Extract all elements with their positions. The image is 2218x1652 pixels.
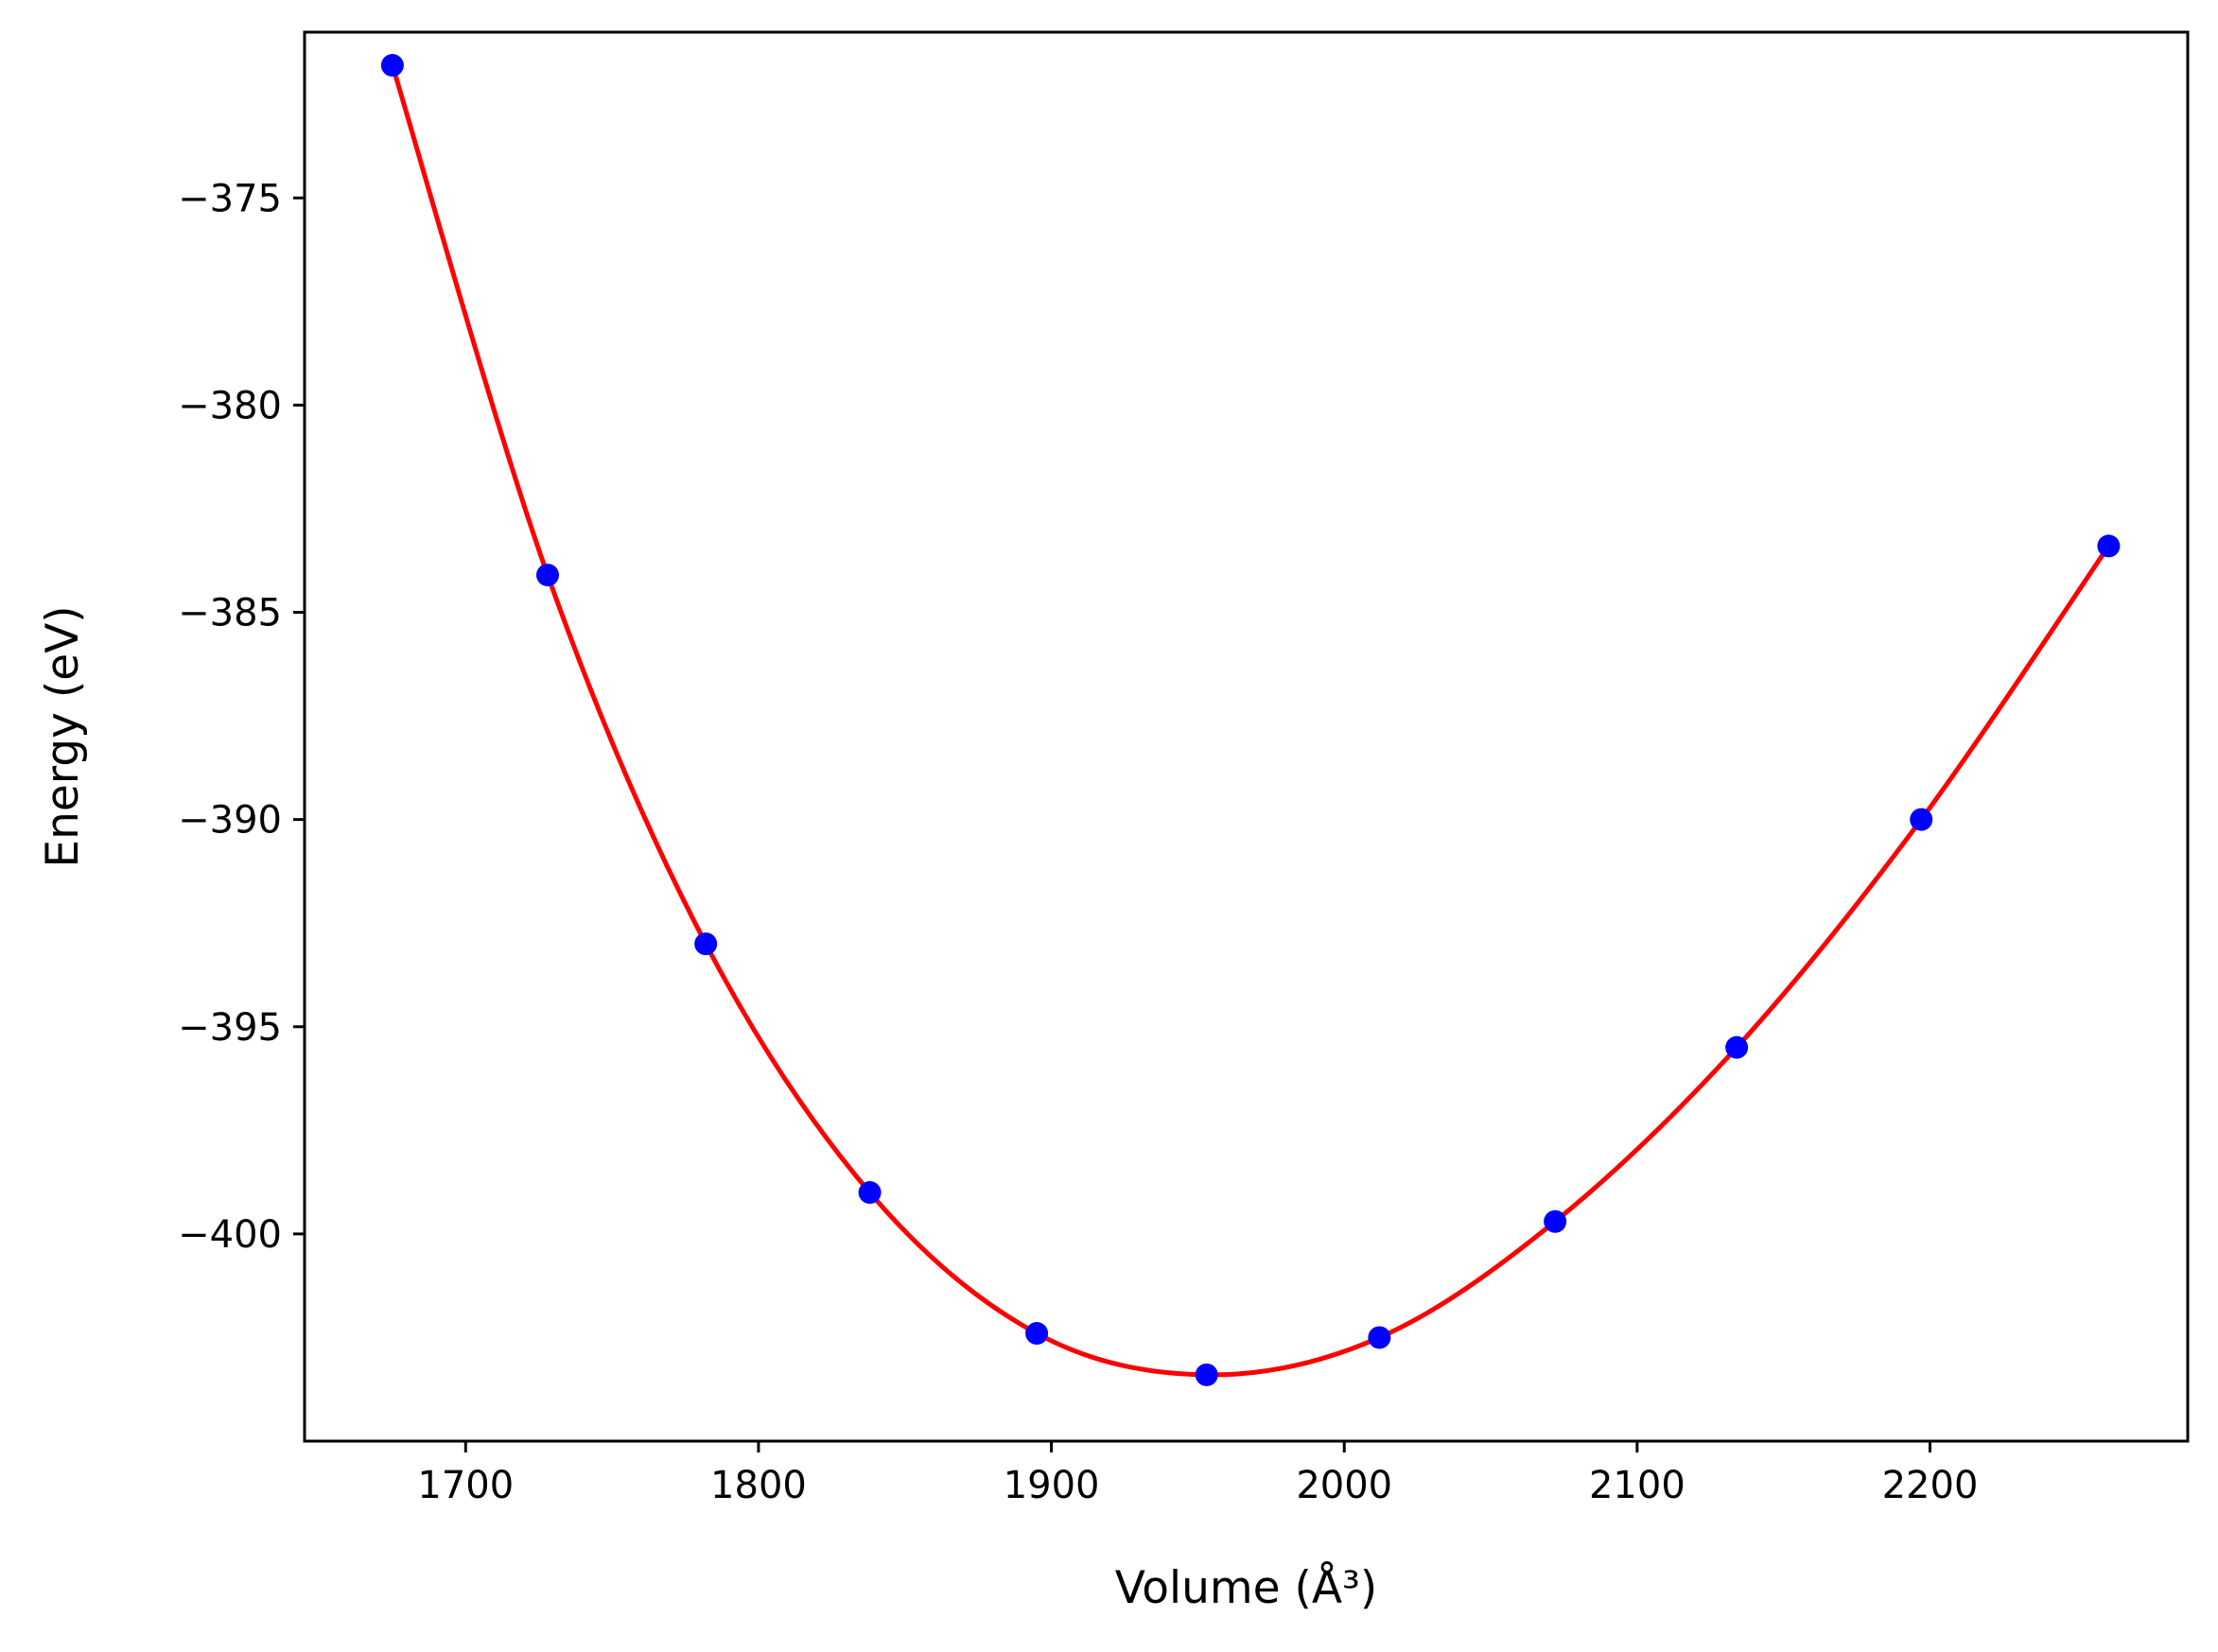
data-point (536, 564, 560, 587)
data-point (1910, 808, 1933, 831)
y-tick-label: −390 (178, 799, 282, 843)
data-point (1725, 1035, 1749, 1059)
y-tick-label: −385 (178, 592, 282, 635)
data-point (1025, 1322, 1049, 1346)
y-tick-label: −375 (178, 177, 282, 220)
y-tick-label: −395 (178, 1006, 282, 1050)
data-point (858, 1181, 882, 1205)
x-tick-label: 1800 (710, 1464, 807, 1507)
axes-frame (303, 30, 2190, 1443)
y-axis-label: Energy (eV) (37, 605, 89, 867)
fit-curve (390, 64, 2111, 1378)
data-point (2097, 534, 2121, 558)
data-point (1368, 1326, 1391, 1349)
x-axis-ticks: 1700 1800 1900 2000 2100 2200 (417, 1441, 1978, 1507)
data-point (380, 54, 404, 78)
x-tick-label: 1700 (417, 1464, 514, 1507)
y-tick-label: −380 (178, 384, 282, 427)
data-point (1544, 1209, 1567, 1233)
data-points (380, 54, 2121, 1386)
plot-area (380, 54, 2121, 1386)
x-tick-label: 2100 (1589, 1464, 1685, 1507)
y-axis-ticks: −375 −380 −385 −390 −395 −400 (178, 177, 305, 1257)
y-tick-label: −400 (178, 1213, 282, 1257)
x-tick-label: 2000 (1296, 1464, 1392, 1507)
data-point (1195, 1363, 1218, 1386)
x-axis-label: Volume (Å³) (1115, 1562, 1377, 1614)
x-tick-label: 1900 (1004, 1464, 1100, 1507)
data-point (694, 932, 718, 956)
x-tick-label: 2200 (1882, 1464, 1979, 1507)
